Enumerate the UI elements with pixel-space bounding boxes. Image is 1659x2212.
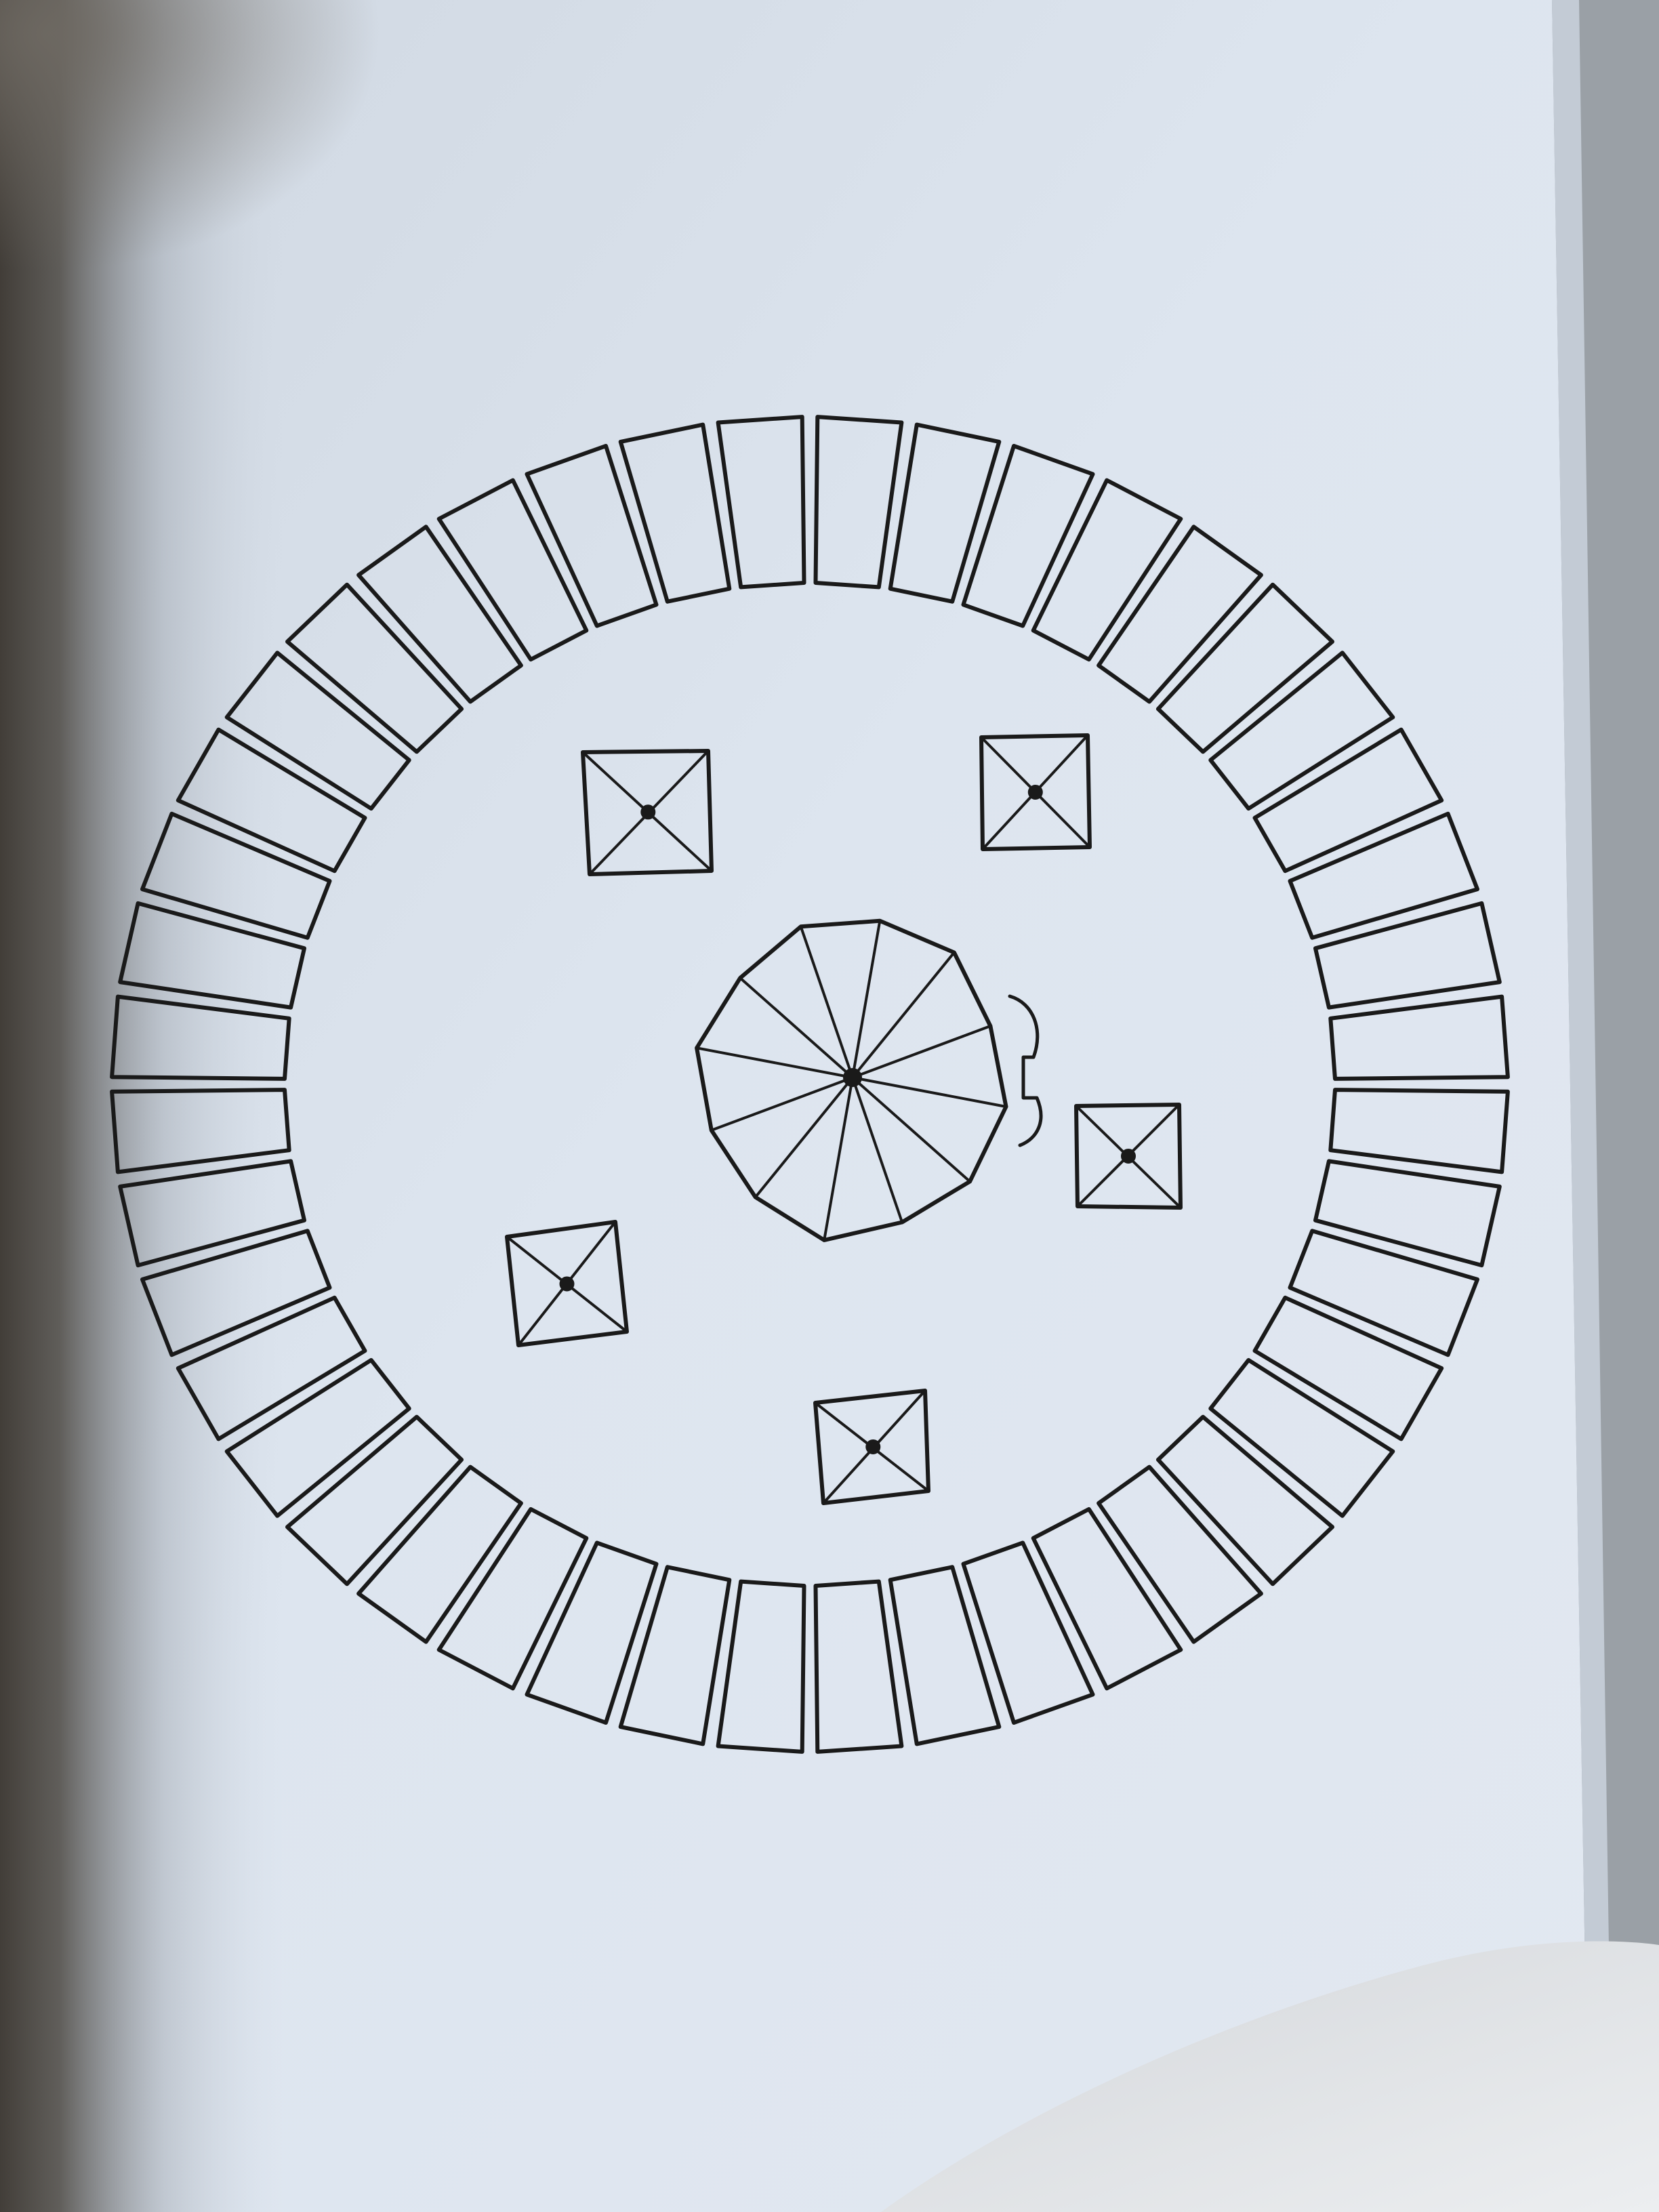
ring-segment (618, 422, 732, 604)
ring-segment (1313, 901, 1502, 1010)
ring-segment (1328, 1088, 1510, 1174)
ring-segment (1208, 1357, 1395, 1518)
ring-segment (176, 1295, 367, 1441)
ring-segment (813, 415, 904, 590)
umbrella-rib (799, 925, 854, 1079)
ring-segment (888, 1565, 1002, 1746)
ring-segment (716, 415, 806, 590)
hand-shadow-top (0, 0, 949, 678)
ring-segment (1252, 727, 1444, 874)
ring-segment (224, 1357, 411, 1518)
square-tables (505, 733, 1183, 1505)
ring-segment (285, 1414, 464, 1586)
cloth (881, 1941, 1659, 2212)
umbrella-rib (710, 1076, 854, 1132)
umbrella-rib (695, 1046, 854, 1079)
paper-edge (1552, 0, 1613, 2212)
umbrella-hub (843, 1068, 862, 1087)
ring-segment (224, 651, 411, 811)
ring-segment (1313, 1159, 1502, 1268)
square-table-center-dot (1121, 1149, 1136, 1164)
umbrella-rib (851, 951, 956, 1079)
ring-segment (1208, 651, 1395, 811)
umbrella-rib (851, 1076, 972, 1183)
umbrella-rib (851, 1076, 1008, 1108)
ring-segment (1155, 1414, 1334, 1586)
ring-segment (1288, 1229, 1479, 1357)
ring-segment (1155, 582, 1334, 754)
umbrella-rib (739, 977, 854, 1079)
ring-segment (356, 525, 523, 704)
umbrella-side-bracket (1008, 994, 1043, 1147)
square-table-center-dot (1027, 785, 1043, 800)
ring-segment (1097, 1465, 1263, 1644)
square-table-center-dot (559, 1276, 575, 1292)
ring-segment (436, 478, 589, 662)
center-umbrella (695, 918, 1043, 1242)
ring-segment (285, 582, 464, 754)
ring-segment (961, 1540, 1095, 1725)
seating-diagram (110, 415, 1510, 1754)
ring-segment (1288, 811, 1479, 940)
ring-segment (118, 901, 306, 1010)
umbrella-rib (851, 1025, 992, 1079)
ring-segment (716, 1579, 806, 1754)
ring-segment (1031, 478, 1183, 662)
square-table-center-dot (640, 804, 656, 820)
outer-ring-segments (110, 415, 1510, 1754)
ring-segment (813, 1579, 904, 1754)
ring-segment (176, 727, 367, 874)
ring-segment (525, 1540, 659, 1725)
ring-segment (140, 1229, 332, 1357)
ring-segment (140, 811, 332, 940)
ring-segment (356, 1465, 523, 1644)
ring-segment (118, 1159, 306, 1268)
ring-segment (618, 1565, 732, 1746)
ring-segment (1097, 525, 1263, 704)
ring-segment (1328, 994, 1510, 1081)
ring-segment (1252, 1295, 1444, 1441)
umbrella-rib (851, 1076, 904, 1224)
ring-segment (525, 444, 659, 628)
umbrella-rib (823, 1076, 854, 1242)
umbrella-rib (754, 1076, 854, 1199)
ring-segment (110, 994, 291, 1081)
square-table-center-dot (865, 1439, 881, 1454)
ring-segment (888, 422, 1002, 604)
ring-segment (961, 444, 1095, 628)
umbrella-rib (851, 919, 882, 1079)
ring-segment (436, 1507, 589, 1691)
ring-segment (110, 1088, 291, 1174)
ring-segment (1031, 1507, 1183, 1691)
